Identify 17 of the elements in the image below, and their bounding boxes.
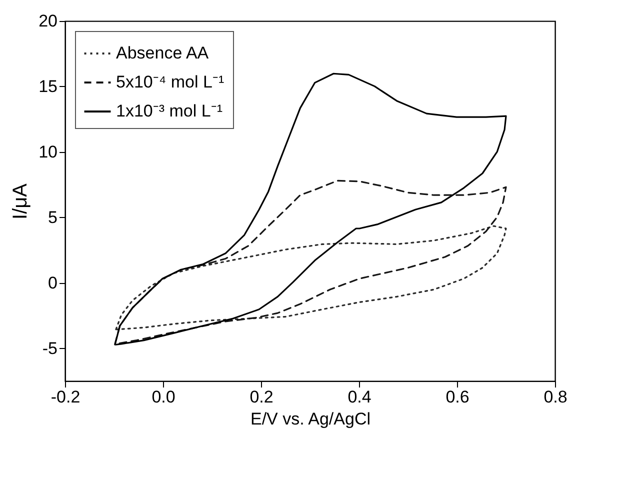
legend-label: Absence AA <box>116 44 210 62</box>
x-tick-label: -0.2 <box>50 388 80 406</box>
x-tick-label: 0.6 <box>446 388 470 406</box>
x-axis-title: E/V vs. Ag/AgCl <box>250 410 370 428</box>
y-tick-label: 0 <box>48 273 58 292</box>
x-tick-label: 0.4 <box>348 388 372 406</box>
y-tick-label: 10 <box>38 142 58 162</box>
legend-label: 1x10⁻³ mol L⁻¹ <box>116 102 223 120</box>
y-tick-label: -5 <box>42 338 58 358</box>
x-tick-label: 0.2 <box>250 388 274 406</box>
y-axis-title: I/μA <box>10 182 32 220</box>
legend-label: 5x10⁻⁴ mol L⁻¹ <box>116 72 224 92</box>
y-tick-label: 15 <box>38 76 58 96</box>
x-tick-label: 0.0 <box>152 388 176 406</box>
x-tick-label: 0.8 <box>544 388 568 406</box>
y-tick-label: 5 <box>48 208 58 227</box>
y-tick-label: 20 <box>38 12 58 30</box>
